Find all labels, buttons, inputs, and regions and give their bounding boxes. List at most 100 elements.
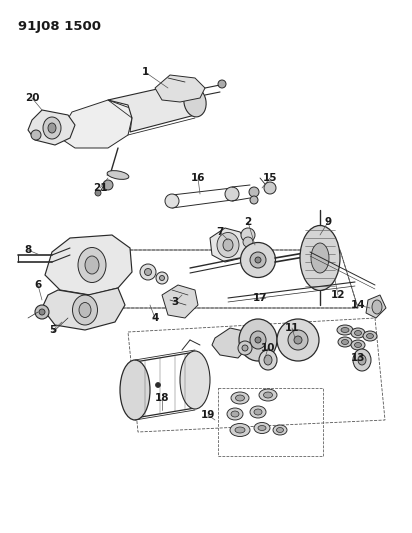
Ellipse shape: [372, 300, 382, 314]
Ellipse shape: [223, 239, 233, 251]
Ellipse shape: [277, 319, 319, 361]
Ellipse shape: [354, 330, 361, 335]
Ellipse shape: [103, 180, 113, 190]
Ellipse shape: [254, 409, 262, 415]
Text: 19: 19: [201, 410, 215, 420]
Ellipse shape: [353, 349, 371, 371]
Text: 1: 1: [141, 67, 149, 77]
Ellipse shape: [363, 331, 377, 341]
Ellipse shape: [235, 427, 245, 433]
Ellipse shape: [338, 337, 352, 347]
Ellipse shape: [255, 257, 261, 263]
Polygon shape: [155, 75, 205, 102]
Polygon shape: [162, 285, 198, 318]
Ellipse shape: [31, 130, 41, 140]
Text: 5: 5: [49, 325, 56, 335]
Ellipse shape: [79, 303, 91, 318]
Text: 10: 10: [261, 343, 275, 353]
Ellipse shape: [294, 336, 302, 344]
Ellipse shape: [159, 276, 164, 280]
Text: 91J08 1500: 91J08 1500: [18, 20, 101, 33]
Ellipse shape: [288, 330, 308, 350]
Text: 4: 4: [151, 313, 159, 323]
Ellipse shape: [218, 80, 226, 88]
Text: 18: 18: [155, 393, 169, 403]
Ellipse shape: [354, 343, 361, 348]
Ellipse shape: [243, 237, 253, 247]
Polygon shape: [212, 328, 250, 358]
Ellipse shape: [342, 340, 349, 344]
Ellipse shape: [351, 340, 365, 350]
Ellipse shape: [259, 389, 277, 401]
Ellipse shape: [273, 425, 287, 435]
Polygon shape: [45, 235, 132, 295]
Ellipse shape: [255, 337, 261, 343]
Text: 15: 15: [263, 173, 277, 183]
Text: 3: 3: [171, 297, 179, 307]
Ellipse shape: [217, 232, 239, 257]
Ellipse shape: [367, 334, 374, 338]
Ellipse shape: [107, 171, 129, 180]
Ellipse shape: [351, 328, 365, 338]
Ellipse shape: [165, 194, 179, 208]
Ellipse shape: [250, 406, 266, 418]
Ellipse shape: [300, 225, 340, 290]
Ellipse shape: [155, 383, 161, 387]
Ellipse shape: [236, 395, 244, 401]
Ellipse shape: [184, 87, 206, 117]
Polygon shape: [42, 288, 125, 330]
Ellipse shape: [231, 392, 249, 404]
Ellipse shape: [120, 360, 150, 420]
Ellipse shape: [250, 331, 266, 349]
Ellipse shape: [230, 424, 250, 437]
Ellipse shape: [242, 345, 248, 351]
Ellipse shape: [241, 228, 255, 242]
Ellipse shape: [258, 425, 266, 431]
Ellipse shape: [254, 423, 270, 433]
Ellipse shape: [264, 392, 272, 398]
Ellipse shape: [337, 325, 353, 335]
Ellipse shape: [358, 355, 366, 365]
Ellipse shape: [78, 247, 106, 282]
Ellipse shape: [311, 243, 329, 273]
Text: 21: 21: [93, 183, 107, 193]
Ellipse shape: [140, 264, 156, 280]
Text: 8: 8: [24, 245, 32, 255]
Ellipse shape: [73, 295, 98, 325]
Ellipse shape: [180, 351, 210, 409]
Text: 17: 17: [253, 293, 267, 303]
Bar: [218, 388, 323, 456]
Ellipse shape: [225, 187, 239, 201]
Text: 6: 6: [34, 280, 42, 290]
Ellipse shape: [39, 309, 45, 315]
Text: 20: 20: [25, 93, 39, 103]
Polygon shape: [60, 100, 132, 148]
Ellipse shape: [264, 355, 272, 365]
Ellipse shape: [231, 411, 239, 417]
Ellipse shape: [35, 305, 49, 319]
Text: 16: 16: [191, 173, 205, 183]
Ellipse shape: [156, 272, 168, 284]
Ellipse shape: [341, 327, 349, 333]
Text: 2: 2: [244, 217, 252, 227]
Ellipse shape: [276, 427, 283, 432]
Ellipse shape: [241, 243, 276, 278]
Ellipse shape: [95, 190, 101, 196]
Text: 9: 9: [324, 217, 332, 227]
Ellipse shape: [259, 350, 277, 370]
Ellipse shape: [227, 408, 243, 420]
Polygon shape: [366, 295, 386, 318]
Ellipse shape: [145, 269, 152, 276]
Text: 11: 11: [285, 323, 299, 333]
Ellipse shape: [264, 182, 276, 194]
Text: 7: 7: [216, 227, 224, 237]
Polygon shape: [108, 85, 200, 132]
Text: 12: 12: [331, 290, 345, 300]
Polygon shape: [210, 228, 248, 262]
Text: 14: 14: [351, 300, 365, 310]
Ellipse shape: [43, 117, 61, 139]
Ellipse shape: [238, 341, 252, 355]
Ellipse shape: [250, 252, 266, 268]
Ellipse shape: [239, 319, 277, 361]
Ellipse shape: [250, 196, 258, 204]
